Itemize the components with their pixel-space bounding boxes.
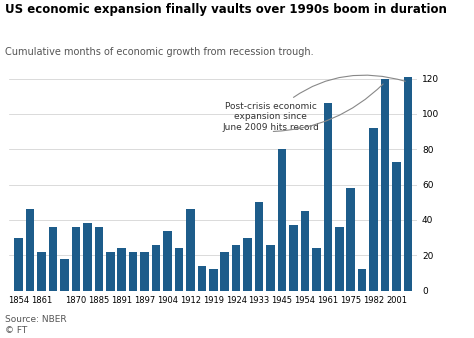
Bar: [289, 225, 298, 291]
Bar: [152, 245, 160, 291]
Text: Source: NBER: Source: NBER: [5, 315, 66, 324]
Bar: [381, 78, 389, 291]
Bar: [301, 211, 309, 291]
Bar: [404, 77, 412, 291]
Bar: [312, 248, 320, 291]
Bar: [335, 227, 344, 291]
Bar: [140, 252, 149, 291]
Bar: [94, 227, 103, 291]
Text: © FT: © FT: [5, 325, 27, 335]
Bar: [209, 269, 218, 291]
Bar: [198, 266, 206, 291]
Bar: [392, 162, 401, 291]
Bar: [174, 248, 183, 291]
Bar: [346, 188, 355, 291]
Bar: [232, 245, 240, 291]
Text: US economic expansion finally vaults over 1990s boom in duration: US economic expansion finally vaults ove…: [5, 3, 447, 16]
Bar: [83, 223, 91, 291]
Bar: [243, 238, 252, 291]
Bar: [106, 252, 115, 291]
Bar: [369, 128, 378, 291]
Bar: [118, 248, 126, 291]
Bar: [255, 202, 264, 291]
Bar: [14, 238, 23, 291]
Bar: [26, 209, 35, 291]
Bar: [129, 252, 137, 291]
Bar: [278, 149, 286, 291]
Bar: [266, 245, 275, 291]
Bar: [220, 252, 229, 291]
Bar: [37, 252, 46, 291]
Bar: [60, 259, 69, 291]
Bar: [163, 231, 172, 291]
Text: Post-crisis economic
expansion since
June 2009 hits record: Post-crisis economic expansion since Jun…: [222, 75, 405, 131]
Bar: [72, 227, 80, 291]
Bar: [324, 103, 332, 291]
Bar: [186, 209, 195, 291]
Bar: [358, 269, 366, 291]
Text: Cumulative months of economic growth from recession trough.: Cumulative months of economic growth fro…: [5, 47, 313, 57]
Bar: [49, 227, 57, 291]
